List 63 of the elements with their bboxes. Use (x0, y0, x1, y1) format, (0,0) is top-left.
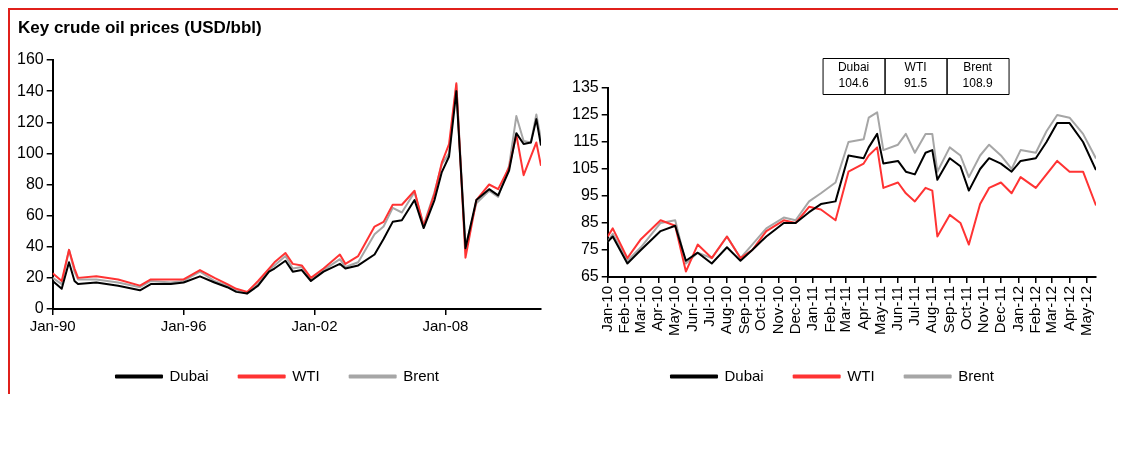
x-tick-label: Oct-10 (751, 285, 769, 331)
y-tick-label: 115 (573, 132, 599, 150)
y-tick-label: 135 (571, 78, 599, 96)
x-tick-label: Jan-02 (291, 317, 338, 335)
x-tick-label: Jan-12 (1008, 285, 1026, 332)
x-tick-label: Apr-10 (648, 285, 666, 332)
x-tick-label: Jan-11 (803, 285, 821, 331)
x-tick-label: Apr-11 (853, 285, 871, 330)
y-tick-label: 125 (571, 105, 599, 123)
y-tick-label: 80 (25, 174, 44, 192)
y-tick-label: 20 (25, 268, 44, 286)
x-tick-label: Jan-08 (422, 317, 469, 335)
x-tick-label: Mar-12 (1042, 285, 1060, 334)
x-tick-label: May-12 (1076, 285, 1094, 337)
x-tick-label: Jan-90 (29, 317, 76, 335)
y-tick-label: 140 (16, 81, 44, 99)
y-tick-label: 120 (16, 112, 44, 130)
y-tick-label: 95 (580, 186, 599, 204)
legend-label: Dubai (724, 366, 764, 384)
x-tick-label: Aug-11 (922, 285, 940, 334)
y-tick-label: 65 (580, 267, 599, 285)
legend-label: WTI (847, 366, 875, 384)
x-tick-label: Jun-11 (888, 285, 906, 331)
x-tick-label: Dec-10 (785, 285, 803, 335)
legend-label: Brent (403, 366, 440, 384)
x-tick-label: Mar-10 (631, 285, 649, 334)
x-tick-label: Sep-11 (939, 285, 957, 334)
y-tick-label: 100 (16, 143, 44, 161)
y-tick-label: 60 (25, 206, 44, 224)
x-tick-label: Feb-11 (820, 285, 838, 333)
x-tick-label: Oct-11 (956, 285, 974, 330)
x-tick-label: May-11 (870, 285, 888, 335)
text: Brent (963, 60, 992, 75)
x-tick-label: Nov-10 (768, 285, 786, 335)
x-tick-label: Jul-11 (905, 285, 922, 326)
x-tick-label: Feb-10 (615, 285, 633, 334)
x-tick-label: Aug-10 (717, 285, 735, 335)
y-tick-label: 0 (34, 299, 44, 317)
y-tick-label: 85 (580, 213, 599, 231)
y-tick-label: 40 (25, 237, 44, 255)
legend-label: Dubai (169, 366, 209, 384)
x-tick-label: Dec-11 (991, 285, 1009, 334)
annotation: 104.6 (838, 76, 869, 91)
x-tick-label: Nov-11 (974, 285, 992, 334)
text: Dubai (837, 60, 870, 75)
x-tick-label: May-10 (665, 285, 683, 337)
x-tick-label: Feb-12 (1025, 285, 1043, 334)
y-tick-label: 105 (571, 159, 599, 177)
y-tick-label: 75 (580, 240, 599, 258)
text: WTI (904, 60, 927, 75)
annotation: 108.9 (962, 76, 993, 91)
x-tick-label: Jul-10 (699, 285, 717, 327)
legend-label: Brent (958, 366, 995, 384)
x-tick-label: Apr-12 (1059, 285, 1077, 332)
annotation: 91.5 (903, 76, 928, 91)
y-tick-label: 160 (16, 50, 44, 68)
x-tick-label: Sep-10 (734, 285, 752, 335)
x-tick-label: Jan-96 (160, 317, 207, 335)
x-tick-label: Mar-11 (836, 285, 854, 333)
x-tick-label: Jun-10 (682, 285, 700, 332)
chart-title: Key crude oil prices (USD/bbl) (18, 18, 263, 38)
legend-label: WTI (292, 366, 320, 384)
x-tick-label: Jan-10 (597, 285, 615, 332)
